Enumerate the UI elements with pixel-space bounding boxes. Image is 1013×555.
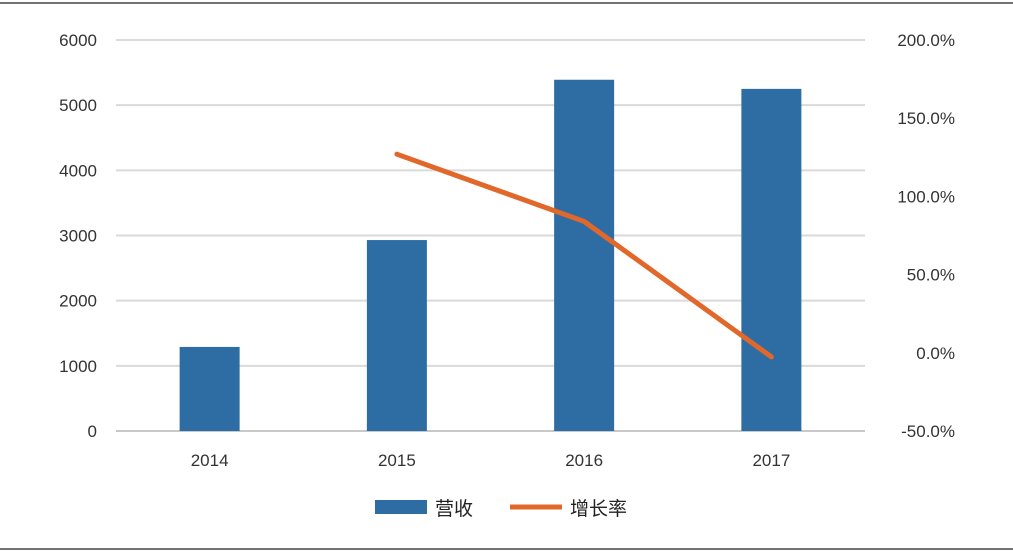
left-tick-label: 1000 — [59, 357, 97, 376]
right-tick-label: -50.0% — [901, 422, 955, 441]
bar-2016 — [554, 79, 615, 432]
left-tick-label: 5000 — [59, 96, 97, 115]
legend-swatch-bar — [375, 500, 427, 514]
left-tick-label: 6000 — [59, 31, 97, 50]
left-tick-label: 2000 — [59, 292, 97, 311]
x-tick-label: 2015 — [378, 451, 416, 470]
left-tick-label: 4000 — [59, 161, 97, 180]
bar-2017 — [741, 88, 802, 431]
legend: 营收 增长率 — [375, 498, 627, 520]
right-tick-label: 200.0% — [897, 31, 955, 50]
legend-label-bar: 营收 — [435, 498, 473, 520]
left-tick-label: 0 — [88, 422, 97, 441]
x-tick-label: 2017 — [752, 451, 790, 470]
bar-2015 — [366, 240, 427, 431]
x-tick-label: 2014 — [191, 451, 229, 470]
right-tick-label: 100.0% — [897, 187, 955, 206]
x-tick-label: 2016 — [565, 451, 603, 470]
left-tick-label: 3000 — [59, 227, 97, 246]
right-tick-label: 0.0% — [916, 344, 955, 363]
right-tick-label: 150.0% — [897, 109, 955, 128]
bar-2014 — [179, 346, 240, 431]
right-tick-label: 50.0% — [907, 266, 955, 285]
legend-label-line: 增长率 — [570, 498, 627, 520]
